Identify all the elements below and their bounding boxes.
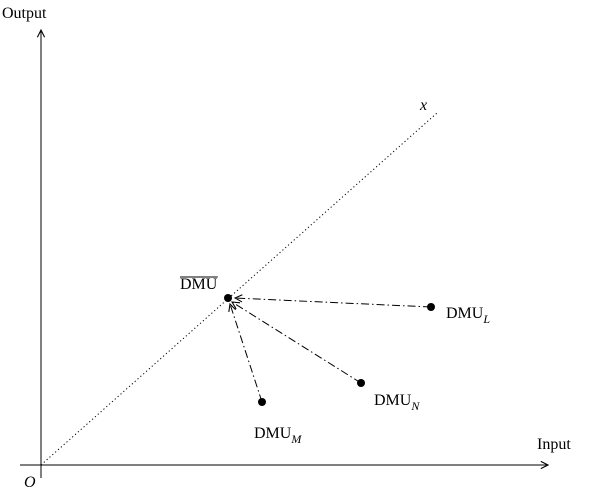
frontier-ray: [40, 112, 438, 466]
x-axis-label: Input: [537, 436, 571, 453]
y-axis-label: Output: [2, 5, 47, 22]
dmu-n-label-main: DMU: [374, 392, 412, 409]
origin-label: O: [24, 474, 36, 491]
dmu-l-label: DMUL: [446, 305, 490, 326]
dmu-l-label-sub: L: [482, 312, 490, 326]
dmu-m-label: DMUM: [254, 425, 302, 446]
point-dmu-l: [427, 303, 435, 311]
ray-label: x: [419, 97, 427, 114]
dmu-n-label-sub: N: [410, 399, 420, 413]
point-dmu-bar: [224, 294, 232, 302]
projection-line-l: [235, 298, 432, 308]
dmu-m-label-main: DMU: [254, 425, 292, 442]
dmu-bar-label: DMU: [180, 276, 218, 293]
dmu-l-label-main: DMU: [446, 305, 484, 322]
projection-line-m: [230, 304, 263, 403]
dmu-n-label: DMUN: [374, 392, 420, 413]
projection-line-n: [232, 302, 362, 384]
point-dmu-n: [357, 379, 365, 387]
dmu-m-label-sub: M: [290, 432, 302, 446]
point-dmu-m: [258, 398, 266, 406]
